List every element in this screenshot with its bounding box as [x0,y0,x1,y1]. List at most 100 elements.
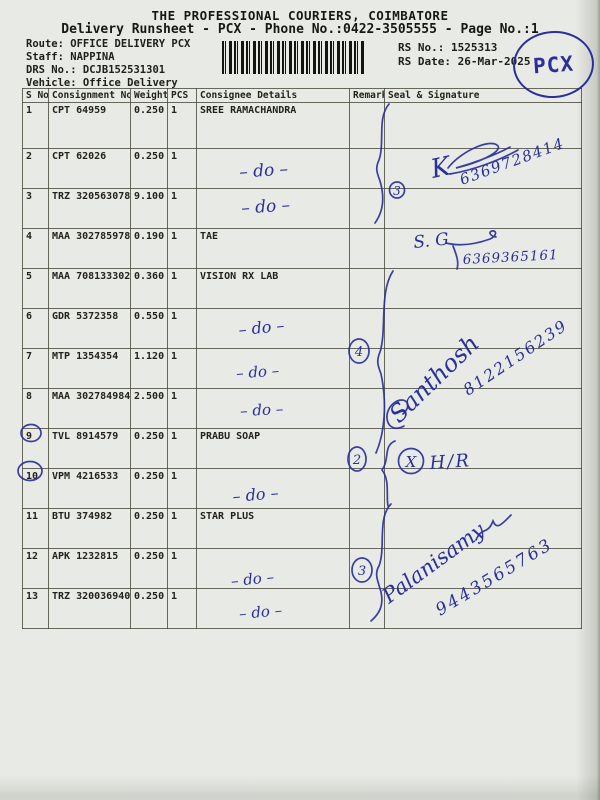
document-title: THE PROFESSIONAL COURIERS, COIMBATORE [151,8,449,23]
remarks-cell [349,388,385,429]
weight-cell: 0.190 [130,228,168,269]
weight-cell: 0.250 [130,468,168,509]
pcs-cell: 1 [167,428,197,469]
consignee-cell [196,188,350,229]
vehicle-label: Vehicle: [26,77,77,89]
consignee-cell [196,548,350,589]
table-row: 12 APK 1232815 0.250 1 [22,548,582,589]
consignment-cell: CPT 64959 [48,102,131,149]
consignment-cell: VPM 4216533 [48,468,131,509]
weight-cell: 0.250 [130,588,168,629]
weight-cell: 0.250 [130,148,168,189]
weight-cell: 0.250 [130,508,168,549]
sno-cell: 8 [22,388,49,429]
route-value: OFFICE DELIVERY PCX [70,38,191,50]
consignment-cell: MAA 302785978 [48,228,131,269]
sno-cell: 1 [22,102,49,149]
weight-cell: 9.100 [130,188,168,229]
remarks-cell [349,308,385,349]
pcs-cell: 1 [167,102,197,149]
table-row: 10 VPM 4216533 0.250 1 [22,468,582,509]
col-pcs: PCS [167,88,197,103]
weight-cell: 0.250 [130,428,168,469]
consignment-cell: MAA 708133302 [48,268,131,309]
route-line: Route: OFFICE DELIVERY PCX [26,38,190,51]
consignment-cell: TRZ 320563078 [48,188,131,229]
consignment-cell: GDR 5372358 [48,308,131,349]
sno-cell: 3 [22,188,49,229]
sno-cell: 13 [22,588,49,629]
staff-label: Staff: [26,51,64,63]
consignee-cell: PRABU SOAP [196,428,350,469]
sno-cell: 2 [22,148,49,189]
table-row: 8 MAA 302784984 2.500 1 [22,388,582,429]
table-row: 1 CPT 64959 0.250 1 SREE RAMACHANDRA [22,102,582,149]
remarks-cell [349,148,385,189]
weight-cell: 0.360 [130,268,168,309]
pcs-cell: 1 [167,148,197,189]
table-header-row: S No Consignment No Weight PCS Consignee… [22,88,582,103]
seal-cell [384,468,582,509]
rs-no-label: RS No.: [398,41,445,54]
pcs-cell: 1 [167,348,197,389]
remarks-cell [349,428,385,469]
pcs-cell: 1 [167,188,197,229]
consignment-cell: TVL 8914579 [48,428,131,469]
table-row: 11 BTU 374982 0.250 1 STAR PLUS [22,508,582,549]
weight-cell: 2.500 [130,388,168,429]
seal-cell [384,268,582,309]
barcode [222,41,366,74]
remarks-cell [349,348,385,389]
consignee-cell: TAE [196,228,350,269]
col-remarks: Remarks [349,88,385,103]
consignee-cell [196,308,350,349]
sno-cell: 5 [22,268,49,309]
weight-cell: 0.250 [130,102,168,149]
table-row: 5 MAA 708133302 0.360 1 VISION RX LAB [22,268,582,309]
pcs-cell: 1 [167,268,197,309]
rs-date-value: 26-Mar-2025 [457,55,531,68]
seal-cell [384,102,582,149]
seal-cell [384,588,582,629]
table-row: 6 GDR 5372358 0.550 1 [22,308,582,349]
pcs-cell: 1 [167,508,197,549]
consignee-cell: SREE RAMACHANDRA [196,102,350,149]
consignee-cell [196,588,350,629]
col-sno: S No [22,88,49,103]
remarks-cell [349,588,385,629]
consignment-cell: CPT 62026 [48,148,131,189]
drs-label: DRS No.: [26,64,77,76]
consignment-cell: BTU 374982 [48,508,131,549]
weight-cell: 0.250 [130,548,168,589]
consignment-cell: TRZ 320036940 [48,588,131,629]
sno-cell: 6 [22,308,49,349]
document-subtitle: Delivery Runsheet - PCX - Phone No.:0422… [61,22,539,37]
vehicle-line: Vehicle: Office Delivery [26,77,190,90]
remarks-cell [349,102,385,149]
pcs-cell: 1 [167,228,197,269]
consignee-cell: VISION RX LAB [196,268,350,309]
remarks-cell [349,548,385,589]
sno-cell: 12 [22,548,49,589]
table-row: 9 TVL 8914579 0.250 1 PRABU SOAP [22,428,582,469]
staff-value: NAPPINA [70,51,115,63]
consignee-cell [196,148,350,189]
consignment-cell: MTP 1354354 [48,348,131,389]
meta-block: Route: OFFICE DELIVERY PCX Staff: NAPPIN… [26,38,190,90]
weight-cell: 1.120 [130,348,168,389]
pcs-cell: 1 [167,308,197,349]
staff-line: Staff: NAPPINA [26,51,190,64]
seal-cell [384,148,582,189]
col-consignment: Consignment No [48,88,131,103]
pcs-cell: 1 [167,468,197,509]
consignee-cell [196,468,350,509]
rs-date-line: RS Date: 26-Mar-2025 [398,55,530,69]
remarks-cell [349,268,385,309]
seal-cell [384,228,582,269]
col-consignee: Consignee Details [196,88,350,103]
pcx-stamp-text: PCX [532,51,575,78]
col-weight: Weight [130,88,168,103]
seal-cell [384,388,582,429]
consignee-cell: STAR PLUS [196,508,350,549]
route-label: Route: [26,38,64,50]
